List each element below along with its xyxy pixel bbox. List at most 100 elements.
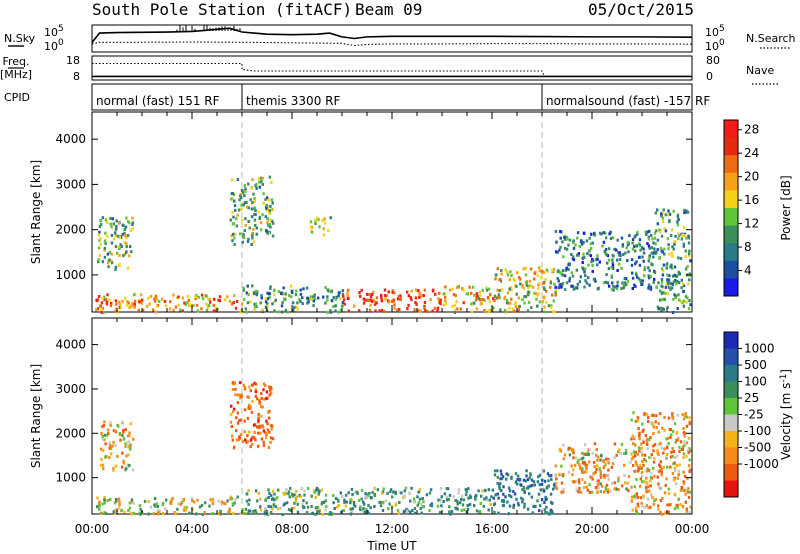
power-cell [635,273,638,277]
power-cell [260,176,263,180]
velocity-cell [673,461,676,465]
velocity-cell [198,505,202,509]
power-cell [475,292,479,296]
power-cell [583,285,586,289]
velocity-cell [391,495,394,499]
velocity-cell [294,497,297,501]
power-cell [557,279,560,283]
velocity-cell [420,511,423,515]
velocity-cell [232,409,235,413]
velocity-cell [295,489,298,493]
velocity-cell [104,442,107,446]
power-cell [516,271,519,275]
power-cell [625,246,628,250]
velocity-cell [520,483,523,487]
velocity-cell [636,495,640,499]
velocity-cell [250,410,254,414]
power-cell [269,218,272,222]
power-cell [116,234,120,238]
velocity-cell [675,430,679,434]
noise-left-tick-top: 105 [44,24,64,39]
power-cell [266,302,269,306]
velocity-cell [645,437,649,441]
power-cell [121,233,124,236]
velocity-cell [665,437,668,441]
velocity-cell [523,489,526,493]
power-cell [97,246,101,250]
power-cell [484,310,487,314]
velocity-cell [236,495,239,499]
velocity-cell [661,426,664,430]
power-cell [324,286,327,289]
velocity-cell [493,473,497,477]
velocity-cell [646,481,649,485]
velocity-cell [596,490,599,494]
velocity-cell [219,509,222,513]
power-cell [436,309,439,313]
velocity-cell [667,416,671,420]
velocity-cell [619,452,622,456]
power-cell [661,220,665,224]
velocity-cell [408,492,411,496]
power-cell [644,230,647,234]
power-cell [509,286,513,289]
power-cell [647,237,651,241]
power-cell [504,268,507,272]
power-cell [682,226,686,229]
velocity-cell [196,498,199,502]
velocity-cell [422,500,425,504]
velocity-cell [671,447,674,450]
velocity-cell [365,496,369,500]
power-cell [314,222,317,225]
velocity-cell [412,500,415,504]
velocity-cell [635,509,638,513]
velocity-cell [314,506,318,510]
noise-left-tick-bottom: 100 [44,38,64,53]
power-cell [510,274,513,278]
velocity-cell [602,490,606,494]
velocity-cell [595,453,598,457]
power-cell [388,300,391,304]
power-cell [613,247,616,251]
power-cell [667,278,671,282]
velocity-cell [373,505,376,508]
power-cell [592,277,596,281]
velocity-cell [318,510,321,513]
power-cell [556,270,560,274]
power-cell [329,309,332,313]
velocity-cell [467,496,470,500]
power-cell [431,309,434,313]
velocity-cell [447,497,450,501]
velocity-cell [615,453,618,457]
power-cell [673,273,676,277]
power-cell [554,285,557,289]
time-tick-label: 16:00 [475,522,510,536]
power-cell [521,298,524,302]
velocity-cell [514,472,518,476]
velocity-cell [640,480,644,484]
power-cell [131,216,134,220]
velocity-cell [607,477,610,481]
velocity-cell [122,430,125,434]
power-cell [251,233,254,237]
power-cell [242,288,245,292]
power-cell [601,244,604,248]
velocity-cell [254,509,257,512]
velocity-cell [320,488,323,492]
velocity-cell [442,500,445,503]
power-cell [413,308,416,312]
velocity-cell [107,432,110,436]
power-cell [368,308,372,312]
velocity-cell [109,444,112,448]
velocity-cell [354,490,357,494]
power-cell [115,302,118,306]
power-cell [181,309,184,313]
power-cell [244,217,247,221]
velocity-cell [685,415,688,419]
power-cell [642,259,645,263]
velocity-cell [147,500,150,503]
velocity-cell [507,512,510,516]
velocity-cell [107,428,110,432]
velocity-cell [118,503,121,507]
